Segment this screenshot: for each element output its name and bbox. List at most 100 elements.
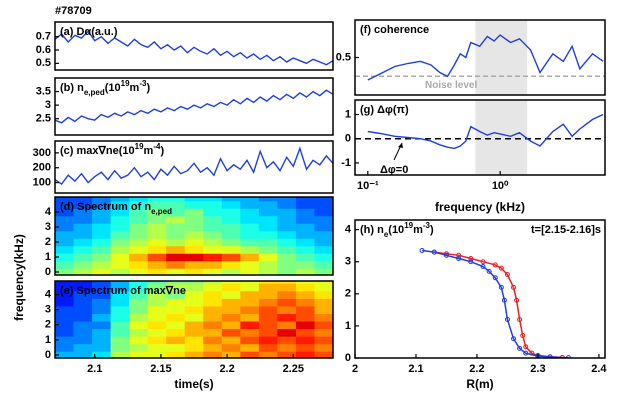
profile-point <box>443 252 449 258</box>
heat-cell <box>295 268 315 275</box>
heat-cell <box>314 298 333 307</box>
x-tick-label: 2.1 <box>87 363 102 375</box>
profile-point <box>492 275 498 281</box>
title-part: (b) n <box>60 82 84 94</box>
annotation-arrow-head <box>398 143 403 148</box>
heat-cell <box>147 343 167 352</box>
plot-area <box>55 281 333 358</box>
heat-cell <box>277 223 297 232</box>
heat-cell <box>295 298 315 307</box>
heat-cell <box>184 328 204 337</box>
title-part: 19 <box>121 79 130 88</box>
heat-cell <box>277 336 297 345</box>
heat-cell <box>129 321 149 330</box>
heat-cell <box>203 230 223 239</box>
heat-cell <box>314 283 333 292</box>
heat-cell <box>147 197 167 202</box>
heat-cell <box>55 298 75 307</box>
heat-cell <box>184 230 204 239</box>
panel-title: (f) coherence <box>360 24 429 36</box>
heat-cell <box>110 260 130 269</box>
heat-cell <box>277 281 297 284</box>
heat-cell <box>184 238 204 247</box>
heat-cell <box>203 268 223 275</box>
profile-point <box>498 284 504 290</box>
heat-cell <box>147 313 167 322</box>
heat-cell <box>110 305 130 314</box>
heat-cell <box>92 321 112 330</box>
heat-cell <box>314 268 333 275</box>
heat-cell <box>295 328 315 337</box>
heat-cell <box>129 328 149 337</box>
y-tick-label: 0 <box>345 133 351 145</box>
heat-cell <box>277 245 297 254</box>
heat-cell <box>277 230 297 239</box>
heat-cell <box>203 260 223 269</box>
heat-cell <box>166 245 186 254</box>
heat-cell <box>147 245 167 254</box>
title-part: ) <box>146 82 150 94</box>
y-tick-label: 1 <box>345 320 351 332</box>
heat-cell <box>184 260 204 269</box>
heat-cell <box>314 245 333 254</box>
y-tick-label: 0.5 <box>36 57 51 69</box>
profile-point <box>498 265 504 271</box>
title-part: (10 <box>105 82 121 94</box>
shot-label: #78709 <box>55 5 92 17</box>
x-axis-label: time(s) <box>174 377 213 391</box>
heat-cell <box>92 245 112 254</box>
heat-cell <box>240 351 260 358</box>
heat-cell <box>240 260 260 269</box>
heat-cell <box>258 253 278 262</box>
panel-title: (h) ne(1019m-3) <box>360 221 434 239</box>
heat-cell <box>73 223 93 232</box>
x-tick-label: 10⁻¹ <box>357 180 379 192</box>
heat-cell <box>110 351 130 358</box>
profile-point <box>468 259 474 265</box>
heat-cell <box>221 351 241 358</box>
heat-cell <box>92 197 112 202</box>
heat-cell <box>129 298 149 307</box>
heat-cell <box>295 230 315 239</box>
heat-cell <box>55 351 75 358</box>
heat-cell <box>240 290 260 299</box>
heat-cell <box>277 268 297 275</box>
heat-cell <box>166 223 186 232</box>
heat-cell <box>92 200 112 209</box>
heat-cell <box>221 197 241 202</box>
heat-cell <box>295 281 315 284</box>
x-axis-label: R(m) <box>466 377 493 391</box>
heat-cell <box>55 260 75 269</box>
heat-cell <box>129 208 149 217</box>
heat-cell <box>203 305 223 314</box>
heat-cell <box>166 336 186 345</box>
heat-cell <box>295 223 315 232</box>
heat-cell <box>166 197 186 202</box>
heat-cell <box>184 253 204 262</box>
heat-cell <box>240 343 260 352</box>
heat-cell <box>110 208 130 217</box>
title-part: -3 <box>423 221 431 230</box>
heat-cell <box>166 238 186 247</box>
profile-line <box>434 251 563 358</box>
heat-cell <box>203 245 223 254</box>
title-part: (f) coherence <box>360 24 429 36</box>
heat-cell <box>314 313 333 322</box>
y-tick-label: -1 <box>341 157 351 169</box>
heat-cell <box>314 200 333 209</box>
heat-cell <box>203 253 223 262</box>
heat-cell <box>129 336 149 345</box>
heat-cell <box>55 200 75 209</box>
heat-cell <box>110 223 130 232</box>
heat-cell <box>92 208 112 217</box>
heat-cell <box>221 268 241 275</box>
heat-cell <box>314 260 333 269</box>
heat-cell <box>240 223 260 232</box>
noise-label: Noise level <box>425 80 477 91</box>
y-tick-label: 2 <box>45 319 51 331</box>
title-part: (10 <box>388 224 404 236</box>
heat-cell <box>55 208 75 217</box>
profile-point <box>501 297 507 303</box>
heat-cell <box>129 223 149 232</box>
